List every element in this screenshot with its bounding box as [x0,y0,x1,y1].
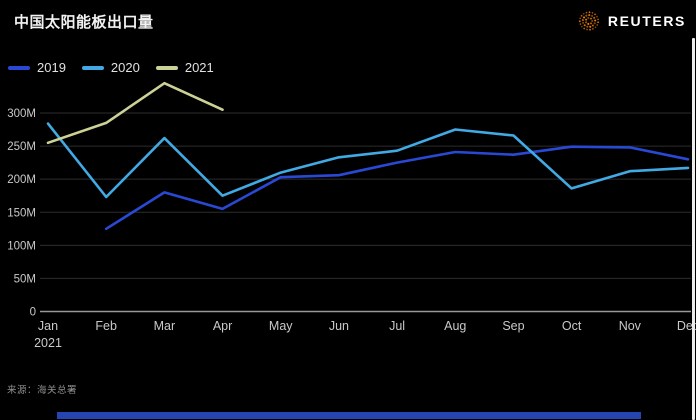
y-axis-label: 0 [30,307,36,319]
y-axis-label: 150M [7,207,36,219]
reuters-brand: REUTERS [577,9,686,33]
x-axis-label: Sep [502,319,524,333]
legend-item-2021: 2021 [155,60,214,75]
y-axis-label: 250M [7,141,36,153]
x-axis-label: Oct [562,319,582,333]
y-axis-label: 100M [7,240,36,252]
legend-item-2020: 2020 [81,60,140,75]
legend-label-2020: 2020 [110,60,140,75]
x-axis-label: Jul [389,319,405,333]
legend-label-2021: 2021 [184,60,214,75]
reuters-wordmark: REUTERS [607,13,686,29]
x-axis-label: Dec [677,319,696,333]
legend-swatch-2019 [8,65,30,70]
x-axis-label: Jun [329,319,349,333]
x-axis-label: Aug [444,319,466,333]
chart-legend: 2019 2020 2021 [8,60,214,75]
x-axis-label: Mar [154,319,176,333]
x-axis-year-label: 2021 [34,336,62,350]
x-axis-label: Feb [95,319,117,333]
y-axis-label: 50M [14,273,36,285]
y-axis-label: 300M [7,108,36,120]
x-axis-label: Jan [38,319,58,333]
series-line-2021 [46,81,224,145]
series-line-2020 [46,122,690,199]
page-title: 中国太阳能板出口量 [14,14,154,31]
x-axis-label: May [269,319,293,333]
reuters-logo-icon [578,11,599,31]
source-note: 来源：海关总署 [7,385,78,396]
vertical-scrollbar[interactable] [692,38,695,420]
series-line-2019 [104,145,690,231]
x-axis-label: Nov [619,319,642,333]
bottom-progress-bar [57,412,641,419]
legend-label-2019: 2019 [37,60,66,75]
legend-item-2019: 2019 [8,60,66,75]
x-axis-label: Apr [213,319,232,333]
legend-swatch-2021 [155,65,178,70]
legend-swatch-2020 [81,65,104,70]
y-axis-label: 200M [7,174,36,186]
